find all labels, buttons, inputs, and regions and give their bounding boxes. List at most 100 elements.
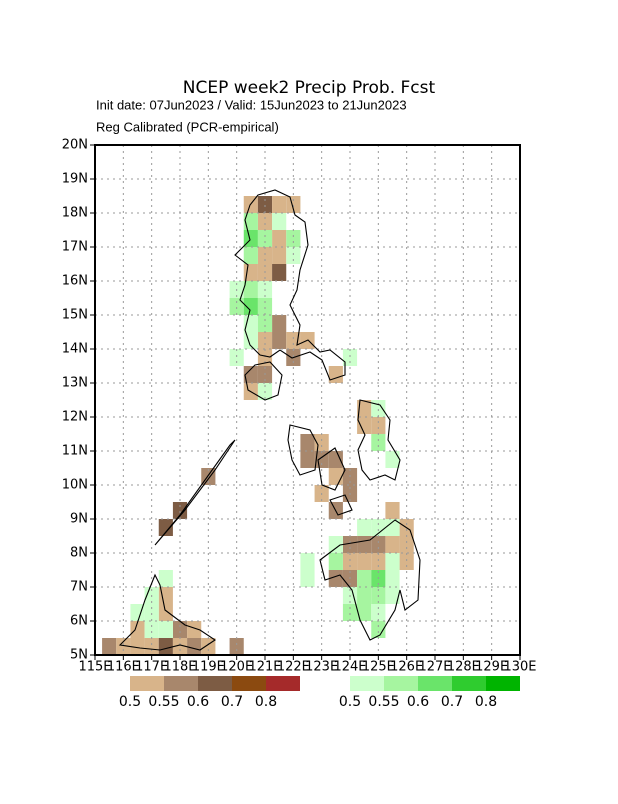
legend-swatch bbox=[418, 676, 452, 691]
x-tick-label: 118E bbox=[163, 660, 196, 675]
prob-cell bbox=[328, 570, 343, 587]
legend-swatch bbox=[130, 676, 164, 691]
prob-cell bbox=[385, 451, 400, 468]
prob-cell bbox=[172, 502, 188, 519]
prob-cell bbox=[342, 349, 358, 366]
legend-swatch bbox=[266, 676, 300, 691]
legend-label: 0.8 bbox=[475, 694, 497, 710]
prob-cell bbox=[371, 621, 386, 638]
legend-swatch bbox=[164, 676, 198, 691]
legend-label: 0.6 bbox=[407, 694, 429, 710]
prob-cell bbox=[371, 553, 386, 570]
prob-cell bbox=[328, 468, 343, 485]
prob-cell bbox=[399, 536, 414, 553]
prob-cell bbox=[357, 587, 372, 604]
note: Reg Calibrated (PCR-empirical) bbox=[96, 119, 279, 134]
prob-cell bbox=[187, 638, 202, 655]
prob-cell bbox=[144, 604, 159, 621]
prob-cell bbox=[286, 247, 301, 264]
title: NCEP week2 Precip Prob. Fcst bbox=[183, 78, 436, 98]
prob-cell bbox=[385, 587, 400, 604]
borneo bbox=[118, 573, 216, 651]
prob-cell bbox=[229, 298, 244, 315]
visayas bbox=[287, 424, 353, 516]
prob-cell bbox=[286, 230, 301, 247]
x-tick-label: 130E bbox=[503, 660, 536, 675]
prob-cell bbox=[257, 247, 273, 264]
y-tick-label: 7N bbox=[70, 580, 88, 595]
legend-label: 0.5 bbox=[119, 694, 141, 710]
prob-cell bbox=[158, 604, 173, 621]
prob-cell bbox=[385, 536, 400, 553]
prob-cell bbox=[357, 570, 372, 587]
x-tick-label: 121E bbox=[248, 660, 281, 675]
prob-cell bbox=[158, 519, 173, 536]
prob-cell bbox=[257, 332, 273, 349]
prob-cell bbox=[272, 230, 287, 247]
y-tick-label: 9N bbox=[70, 512, 88, 527]
prob-cell bbox=[371, 400, 386, 417]
prob-cell bbox=[257, 315, 273, 332]
prob-cell bbox=[272, 247, 287, 264]
prob-cell bbox=[342, 536, 358, 553]
y-tick-label: 13N bbox=[62, 376, 88, 391]
prob-cell bbox=[144, 621, 159, 638]
x-tick-label: 122E bbox=[277, 660, 310, 675]
prob-cell bbox=[243, 366, 258, 383]
prob-cell bbox=[328, 536, 343, 553]
prob-cell bbox=[130, 638, 145, 655]
prob-cell bbox=[300, 553, 315, 570]
prob-cell bbox=[300, 434, 315, 451]
y-tick-label: 5N bbox=[70, 648, 88, 663]
prob-cell bbox=[342, 604, 358, 621]
prob-cell bbox=[158, 570, 173, 587]
prob-cell bbox=[328, 553, 343, 570]
prob-cell bbox=[357, 604, 372, 621]
prob-cell bbox=[300, 451, 315, 468]
y-tick-label: 11N bbox=[62, 444, 88, 459]
prob-cell bbox=[257, 298, 273, 315]
prob-cell bbox=[158, 638, 173, 655]
y-tick-label: 12N bbox=[62, 410, 88, 425]
x-tick-label: 129E bbox=[475, 660, 508, 675]
prob-cell bbox=[257, 196, 273, 213]
prob-cell bbox=[385, 570, 400, 587]
prob-cell bbox=[385, 519, 400, 536]
prob-cell bbox=[257, 213, 273, 230]
prob-cell bbox=[172, 621, 188, 638]
y-tick-label: 19N bbox=[62, 172, 88, 187]
prob-cell bbox=[385, 502, 400, 519]
prob-cell bbox=[357, 536, 372, 553]
prob-cell bbox=[399, 553, 414, 570]
luzon bbox=[234, 189, 346, 381]
coastlines bbox=[118, 189, 421, 651]
prob-cell bbox=[328, 366, 343, 383]
prob-cell bbox=[130, 604, 145, 621]
legend-label: 0.7 bbox=[441, 694, 463, 710]
prob-cell bbox=[371, 519, 386, 536]
x-tick-label: 124E bbox=[333, 660, 366, 675]
prob-cell bbox=[328, 451, 343, 468]
mindanao bbox=[319, 519, 421, 641]
legend-label: 0.7 bbox=[221, 694, 243, 710]
palawan bbox=[154, 439, 236, 546]
samar-leyte bbox=[357, 399, 401, 481]
prob-cell bbox=[272, 315, 287, 332]
x-tick-label: 128E bbox=[447, 660, 480, 675]
legend-swatch bbox=[384, 676, 418, 691]
prob-cell bbox=[144, 638, 159, 655]
prob-cell bbox=[300, 570, 315, 587]
prob-cell bbox=[272, 264, 287, 281]
legend-label: 0.6 bbox=[187, 694, 209, 710]
x-tick-label: 117E bbox=[135, 660, 168, 675]
y-tick-label: 15N bbox=[62, 308, 88, 323]
prob-cell bbox=[357, 519, 372, 536]
prob-cell bbox=[243, 315, 258, 332]
x-tick-label: 125E bbox=[362, 660, 395, 675]
x-tick-label: 123E bbox=[305, 660, 338, 675]
prob-cell bbox=[371, 434, 386, 451]
prob-cell bbox=[272, 196, 287, 213]
prob-cell bbox=[257, 230, 273, 247]
